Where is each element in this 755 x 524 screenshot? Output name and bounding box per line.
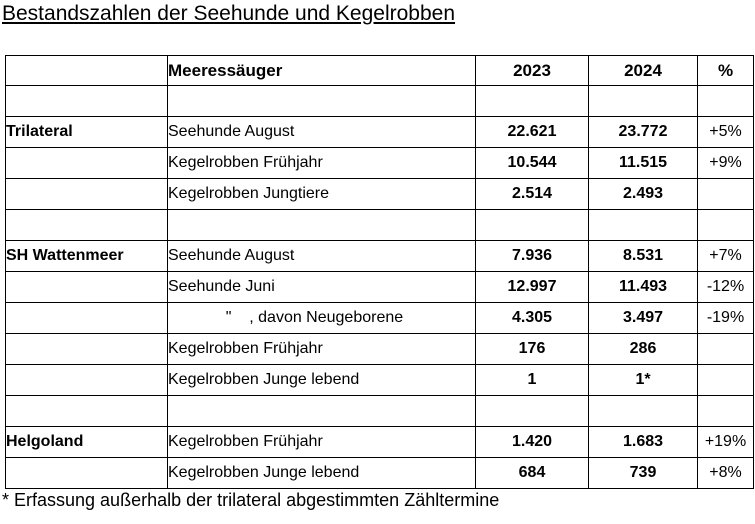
value-2024-cell <box>588 395 698 427</box>
region-cell <box>5 147 168 179</box>
value-2024-cell: 1* <box>588 364 698 396</box>
species-cell: Kegelrobben Frühjahr <box>167 147 476 179</box>
species-cell: " , davon Neugeborene <box>167 302 476 334</box>
table-row: Kegelrobben Jungtiere 2.514 2.493 <box>5 178 754 210</box>
percent-cell: +8% <box>697 457 754 489</box>
footnote: * Erfassung außerhalb der trilateral abg… <box>2 490 500 510</box>
species-cell: Kegelrobben Jungtiere <box>167 178 476 210</box>
species-cell: Seehunde Juni <box>167 271 476 303</box>
header-2023-cell: 2023 <box>475 55 589 86</box>
species-cell <box>167 85 476 117</box>
value-2023-cell: 10.544 <box>475 147 589 179</box>
header-row: Meeressäuger 2023 2024 % <box>5 55 754 86</box>
region-cell <box>5 333 168 365</box>
species-cell: Kegelrobben Frühjahr <box>167 426 476 458</box>
value-2024-cell: 2.493 <box>588 178 698 210</box>
value-2024-cell <box>588 209 698 241</box>
value-2023-cell: 684 <box>475 457 589 489</box>
header-2024-cell: 2024 <box>588 55 698 86</box>
spacer-row <box>5 85 754 117</box>
table-row: Seehunde Juni 12.997 11.493 -12% <box>5 271 754 303</box>
table-row: Trilateral Seehunde August 22.621 23.772 +5% <box>5 116 754 148</box>
header-percent-cell: % <box>697 55 754 86</box>
region-cell <box>5 85 168 117</box>
value-2024-cell: 11.493 <box>588 271 698 303</box>
header-species-cell: Meeressäuger <box>167 55 476 86</box>
percent-cell: -19% <box>697 302 754 334</box>
page-title: Bestandszahlen der Seehunde und Kegelrob… <box>2 2 456 25</box>
table-row: Kegelrobben Frühjahr 10.544 11.515 +9% <box>5 147 754 179</box>
percent-cell: +19% <box>697 426 754 458</box>
species-cell: Kegelrobben Junge lebend <box>167 364 476 396</box>
percent-cell: +9% <box>697 147 754 179</box>
value-2024-cell: 8.531 <box>588 240 698 272</box>
spacer-row <box>5 395 754 427</box>
value-2023-cell: 12.997 <box>475 271 589 303</box>
value-2023-cell: 4.305 <box>475 302 589 334</box>
percent-cell <box>697 178 754 210</box>
seal-counts-table: Meeressäuger 2023 2024 % Trilateral Seehu… <box>5 55 754 489</box>
percent-cell <box>697 395 754 427</box>
percent-cell <box>697 85 754 117</box>
region-cell <box>5 302 168 334</box>
value-2023-cell <box>475 395 589 427</box>
region-cell: SH Wattenmeer <box>5 240 168 272</box>
species-cell: Seehunde August <box>167 240 476 272</box>
percent-cell: +5% <box>697 116 754 148</box>
region-cell: Helgoland <box>5 426 168 458</box>
species-cell <box>167 209 476 241</box>
table-row: SH Wattenmeer Seehunde August 7.936 8.531 +7… <box>5 240 754 272</box>
species-cell: Seehunde August <box>167 116 476 148</box>
value-2024-cell <box>588 85 698 117</box>
percent-cell <box>697 364 754 396</box>
percent-cell: -12% <box>697 271 754 303</box>
table-row: Kegelrobben Junge lebend 684 739 +8% <box>5 457 754 489</box>
region-cell <box>5 178 168 210</box>
value-2023-cell: 2.514 <box>475 178 589 210</box>
table-row: " , davon Neugeborene 4.305 3.497 -19% <box>5 302 754 334</box>
region-cell <box>5 209 168 241</box>
species-cell: Kegelrobben Junge lebend <box>167 457 476 489</box>
value-2024-cell: 739 <box>588 457 698 489</box>
percent-cell <box>697 333 754 365</box>
value-2024-cell: 23.772 <box>588 116 698 148</box>
region-cell <box>5 395 168 427</box>
species-cell <box>167 395 476 427</box>
percent-cell: +7% <box>697 240 754 272</box>
value-2023-cell: 1.420 <box>475 426 589 458</box>
table-row: Kegelrobben Frühjahr 176 286 <box>5 333 754 365</box>
value-2023-cell <box>475 209 589 241</box>
region-cell <box>5 457 168 489</box>
value-2023-cell: 1 <box>475 364 589 396</box>
region-cell <box>5 271 168 303</box>
table-row: Kegelrobben Junge lebend 1 1* <box>5 364 754 396</box>
value-2023-cell <box>475 85 589 117</box>
value-2024-cell: 11.515 <box>588 147 698 179</box>
header-region-cell <box>5 55 168 86</box>
value-2023-cell: 22.621 <box>475 116 589 148</box>
value-2023-cell: 7.936 <box>475 240 589 272</box>
table-row: Helgoland Kegelrobben Frühjahr 1.420 1.683 +… <box>5 426 754 458</box>
value-2023-cell: 176 <box>475 333 589 365</box>
region-cell <box>5 364 168 396</box>
percent-cell <box>697 209 754 241</box>
value-2024-cell: 1.683 <box>588 426 698 458</box>
spacer-row <box>5 209 754 241</box>
species-cell: Kegelrobben Frühjahr <box>167 333 476 365</box>
value-2024-cell: 3.497 <box>588 302 698 334</box>
value-2024-cell: 286 <box>588 333 698 365</box>
region-cell: Trilateral <box>5 116 168 148</box>
table-body: Trilateral Seehunde August 22.621 23.772 +5%… <box>5 85 754 489</box>
